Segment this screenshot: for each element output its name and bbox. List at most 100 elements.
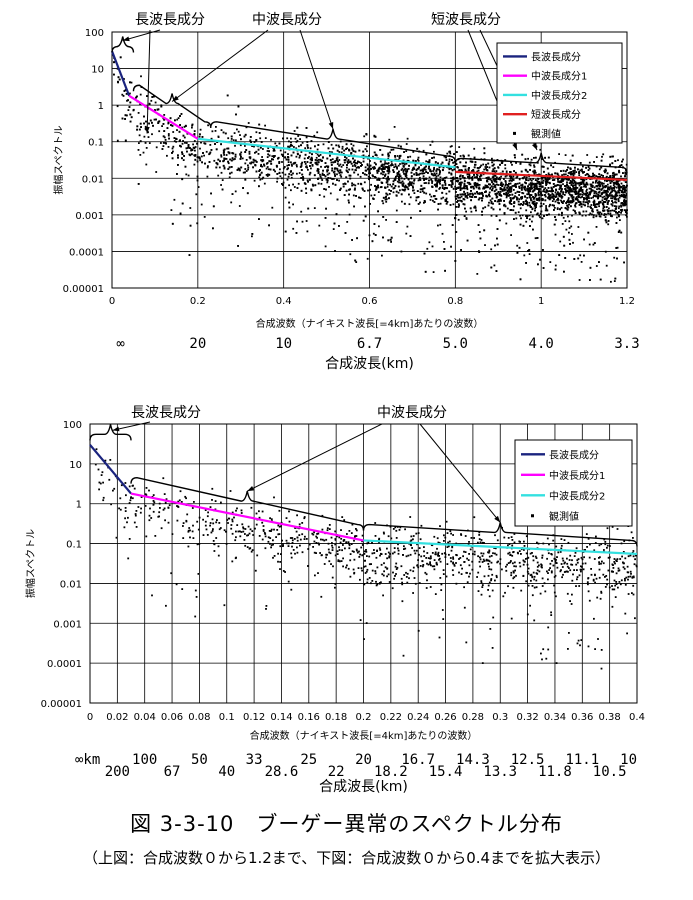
observed-point (479, 166, 481, 169)
observed-point (455, 198, 458, 200)
observed-point (539, 182, 541, 185)
x-tick-label: 0.8 (447, 296, 463, 307)
observed-point (190, 149, 193, 152)
observed-point (548, 197, 551, 200)
observed-point (231, 157, 234, 160)
observed-point (224, 132, 227, 135)
observed-point (623, 200, 625, 203)
observed-point (327, 166, 329, 169)
observed-point (534, 193, 537, 195)
observed-point (617, 213, 620, 216)
observed-point (173, 198, 176, 201)
observed-point (611, 209, 614, 212)
observed-point (602, 191, 604, 194)
observed-point (521, 183, 524, 186)
observed-point (303, 161, 306, 163)
observed-point (458, 204, 460, 207)
observed-point (342, 164, 345, 166)
observed-point (551, 188, 554, 191)
observed-point (387, 239, 390, 242)
observed-point (589, 266, 592, 269)
observed-point (230, 166, 233, 168)
observed-point (616, 183, 619, 185)
observed-point (450, 145, 453, 147)
observed-point (294, 137, 297, 140)
observed-point (587, 173, 590, 176)
observed-point (608, 186, 611, 189)
observed-point (612, 155, 614, 158)
observed-point (584, 214, 587, 217)
observed-point (597, 195, 600, 198)
observed-point (327, 141, 330, 143)
observed-point (154, 101, 157, 104)
observed-point (398, 170, 400, 173)
observed-point (381, 153, 384, 156)
observed-point (402, 169, 405, 172)
observed-point (574, 205, 577, 208)
observed-point (513, 170, 515, 172)
observed-point (300, 144, 302, 147)
observed-point (203, 142, 206, 145)
observed-point (490, 206, 493, 209)
observed-point (614, 190, 617, 193)
observed-point (301, 220, 304, 223)
observed-point (579, 254, 582, 257)
observed-point (362, 154, 365, 157)
observed-point (365, 133, 368, 136)
observed-point (504, 180, 507, 182)
observed-point (198, 156, 201, 159)
observed-point (493, 167, 496, 170)
observed-point (318, 155, 320, 157)
observed-point (455, 180, 458, 182)
observed-point (220, 184, 222, 186)
observed-point (288, 173, 291, 175)
observed-point (489, 199, 492, 202)
observed-point (347, 199, 350, 202)
observed-point (614, 201, 617, 204)
observed-point (423, 252, 426, 255)
observed-point (553, 198, 555, 201)
observed-point (274, 170, 276, 173)
observed-point (294, 161, 297, 164)
observed-point (148, 102, 151, 105)
observed-point (395, 221, 398, 223)
observed-point (394, 156, 397, 158)
observed-point (463, 193, 466, 196)
observed-point (327, 177, 330, 179)
observed-point (234, 155, 237, 158)
observed-point (217, 174, 220, 177)
observed-point (311, 164, 314, 167)
observed-point (623, 185, 626, 187)
observed-point (350, 162, 353, 165)
observed-point (284, 151, 287, 154)
observed-point (177, 117, 180, 119)
observed-point (594, 203, 596, 206)
observed-point (463, 215, 466, 217)
observed-point (226, 147, 228, 150)
observed-point (354, 259, 357, 262)
observed-point (609, 175, 612, 178)
observed-point (346, 221, 349, 223)
observed-point (450, 245, 452, 248)
observed-point (481, 193, 484, 195)
observed-point (429, 199, 432, 201)
observed-point (279, 149, 282, 152)
observed-point (412, 151, 415, 153)
observed-point (396, 175, 398, 177)
observed-point (571, 154, 574, 157)
observed-point (510, 198, 512, 201)
observed-point (179, 139, 181, 142)
observed-point (121, 93, 124, 96)
observed-point (505, 183, 507, 186)
observed-point (577, 194, 580, 197)
observed-point (209, 144, 212, 146)
observed-point (510, 209, 513, 211)
observed-point (510, 203, 513, 205)
observed-point (351, 168, 354, 171)
observed-point (622, 172, 624, 174)
observed-point (403, 172, 405, 175)
observed-point (593, 204, 595, 206)
observed-point (493, 174, 496, 176)
observed-point (494, 244, 496, 247)
observed-point (398, 178, 400, 181)
